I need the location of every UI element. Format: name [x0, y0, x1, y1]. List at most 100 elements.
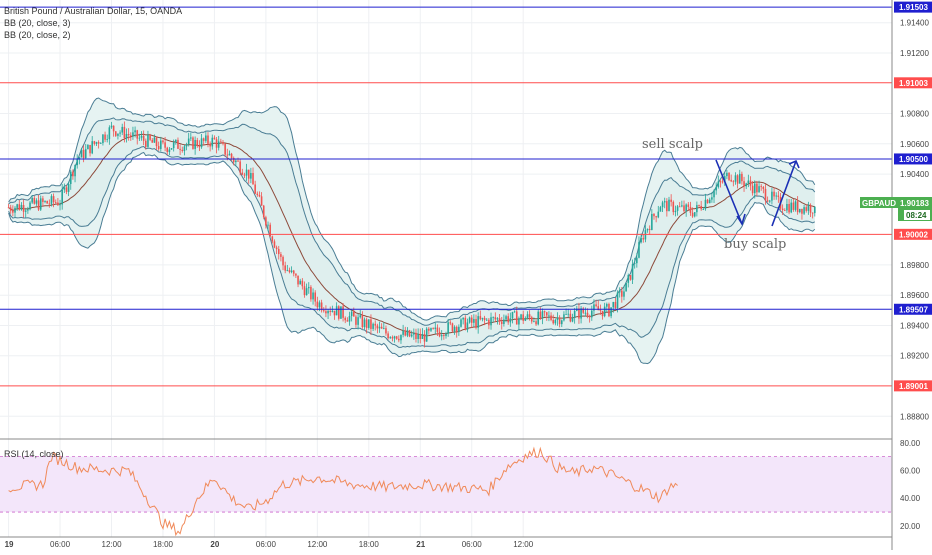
- candle-body: [380, 326, 383, 329]
- level-tag-bg: [894, 303, 932, 315]
- candle-body: [659, 207, 662, 212]
- candles-group: [7, 121, 816, 348]
- candle-body: [243, 174, 246, 176]
- candle-body: [801, 208, 803, 214]
- candle-body: [200, 138, 203, 148]
- price-tick: 1.89600: [900, 291, 929, 300]
- candle-body: [162, 140, 164, 143]
- candle-body: [762, 186, 765, 189]
- candle-body: [149, 134, 151, 140]
- candle-body: [792, 202, 795, 210]
- candle-body: [359, 315, 362, 318]
- candle-body: [610, 307, 612, 317]
- candle-body: [217, 141, 220, 148]
- candle-body: [805, 207, 808, 211]
- candle-body: [481, 317, 484, 320]
- rsi-tick: 60.00: [900, 466, 921, 475]
- candle-body: [76, 159, 78, 166]
- candle-body: [535, 321, 537, 325]
- candle-body: [700, 205, 702, 210]
- buy-arrow-head: [788, 159, 800, 169]
- candle-body: [753, 183, 756, 194]
- level-tag-bg: [894, 1, 932, 13]
- candle-body: [533, 321, 535, 323]
- candle-body: [642, 237, 645, 240]
- candle-body: [228, 153, 231, 156]
- candle-body: [400, 334, 402, 341]
- candle-body: [235, 160, 237, 163]
- candle-body: [153, 137, 156, 143]
- candle-body: [719, 181, 722, 183]
- candle-body: [170, 148, 173, 150]
- candle-body: [438, 331, 441, 337]
- candle-body: [563, 314, 565, 321]
- candle-body: [410, 334, 413, 337]
- candle-body: [50, 196, 53, 204]
- candle-body: [543, 311, 546, 313]
- candle-body: [706, 199, 709, 204]
- candle-body: [104, 134, 106, 140]
- candle-body: [226, 154, 229, 156]
- candle-body: [352, 311, 355, 317]
- candle-body: [164, 142, 166, 148]
- candle-body: [571, 317, 574, 322]
- candle-body: [365, 319, 368, 328]
- candle-body: [560, 320, 563, 325]
- candle-body: [663, 201, 666, 203]
- candle-body: [59, 204, 61, 206]
- candle-body: [213, 137, 216, 140]
- candle-body: [260, 196, 263, 206]
- candle-body: [485, 319, 488, 321]
- candle-body: [297, 275, 299, 285]
- candle-body: [205, 135, 207, 141]
- candle-body: [370, 319, 372, 329]
- candle-body: [773, 191, 775, 197]
- candle-body: [567, 313, 570, 315]
- candle-body: [711, 197, 713, 200]
- candle-body: [541, 311, 544, 319]
- candle-body: [738, 173, 741, 184]
- candle-body: [74, 165, 76, 177]
- candle-body: [674, 210, 677, 213]
- candle-body: [717, 181, 720, 188]
- candle-body: [573, 310, 576, 318]
- candle-body: [99, 143, 102, 144]
- candle-body: [254, 184, 256, 194]
- candle-body: [676, 206, 679, 211]
- rsi-line: [8, 446, 678, 537]
- candle-body: [451, 323, 454, 332]
- candle-body: [247, 169, 250, 179]
- candle-body: [455, 326, 458, 332]
- candle-body: [114, 131, 117, 136]
- candle-body: [515, 311, 518, 325]
- candle-body: [419, 333, 422, 339]
- candle-body: [282, 256, 284, 266]
- countdown-bg: [904, 210, 930, 220]
- candle-body: [550, 315, 552, 320]
- candle-body: [97, 142, 100, 144]
- candle-body: [69, 171, 72, 185]
- candle-body: [22, 205, 25, 212]
- candle-body: [262, 205, 265, 218]
- candle-body: [614, 301, 617, 308]
- candle-body: [301, 280, 304, 287]
- candle-body: [215, 139, 218, 148]
- candle-body: [704, 199, 707, 210]
- candle-body: [668, 199, 670, 212]
- buy-scalp-annotation: buy scalp: [724, 237, 786, 252]
- candle-body: [108, 127, 111, 140]
- candle-body: [651, 213, 653, 230]
- candle-body: [398, 338, 400, 341]
- candle-body: [316, 301, 319, 308]
- candle-body: [295, 273, 297, 276]
- candle-body: [172, 142, 175, 149]
- candle-body: [157, 146, 160, 149]
- candle-body: [597, 306, 600, 311]
- candle-body: [449, 322, 452, 324]
- candle-body: [556, 317, 559, 320]
- candle-body: [430, 328, 432, 331]
- candle-body: [322, 310, 325, 312]
- candle-body: [87, 144, 89, 150]
- candle-body: [194, 140, 196, 149]
- candle-body: [453, 326, 456, 332]
